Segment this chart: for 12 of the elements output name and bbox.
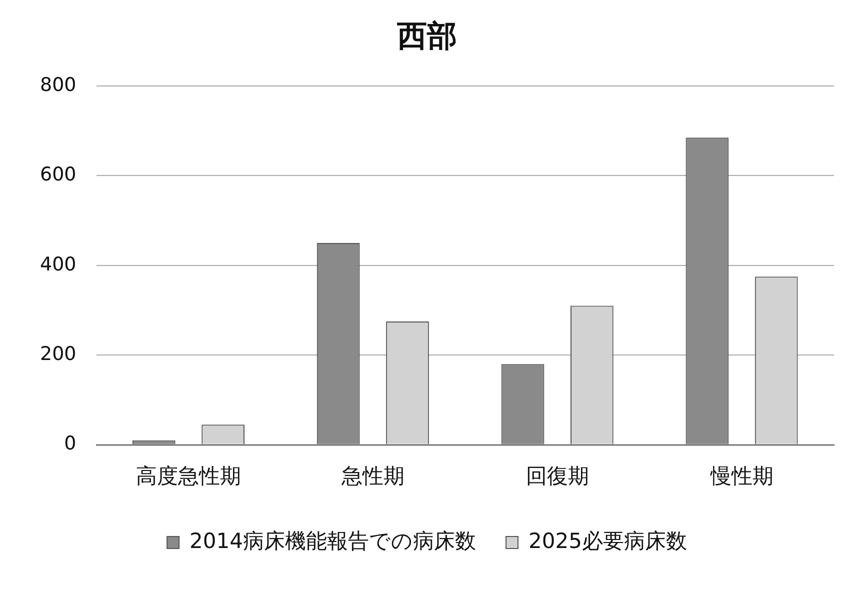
y-tick-label: 400 bbox=[40, 253, 76, 276]
legend-label: 2025必要病床数 bbox=[528, 528, 687, 553]
legend-label: 2014病床機能報告での病床数 bbox=[190, 528, 476, 553]
x-tick-label: 高度急性期 bbox=[136, 464, 241, 488]
x-tick-label: 急性期 bbox=[340, 464, 404, 488]
x-tick-label: 慢性期 bbox=[709, 464, 774, 488]
y-tick-label: 0 bbox=[64, 432, 76, 455]
x-tick-label: 回復期 bbox=[526, 464, 589, 488]
y-tick-label: 600 bbox=[40, 164, 76, 186]
y-tick-label: 800 bbox=[40, 74, 76, 96]
y-tick-label: 200 bbox=[40, 343, 76, 366]
chart-title: 西部 bbox=[396, 18, 457, 54]
